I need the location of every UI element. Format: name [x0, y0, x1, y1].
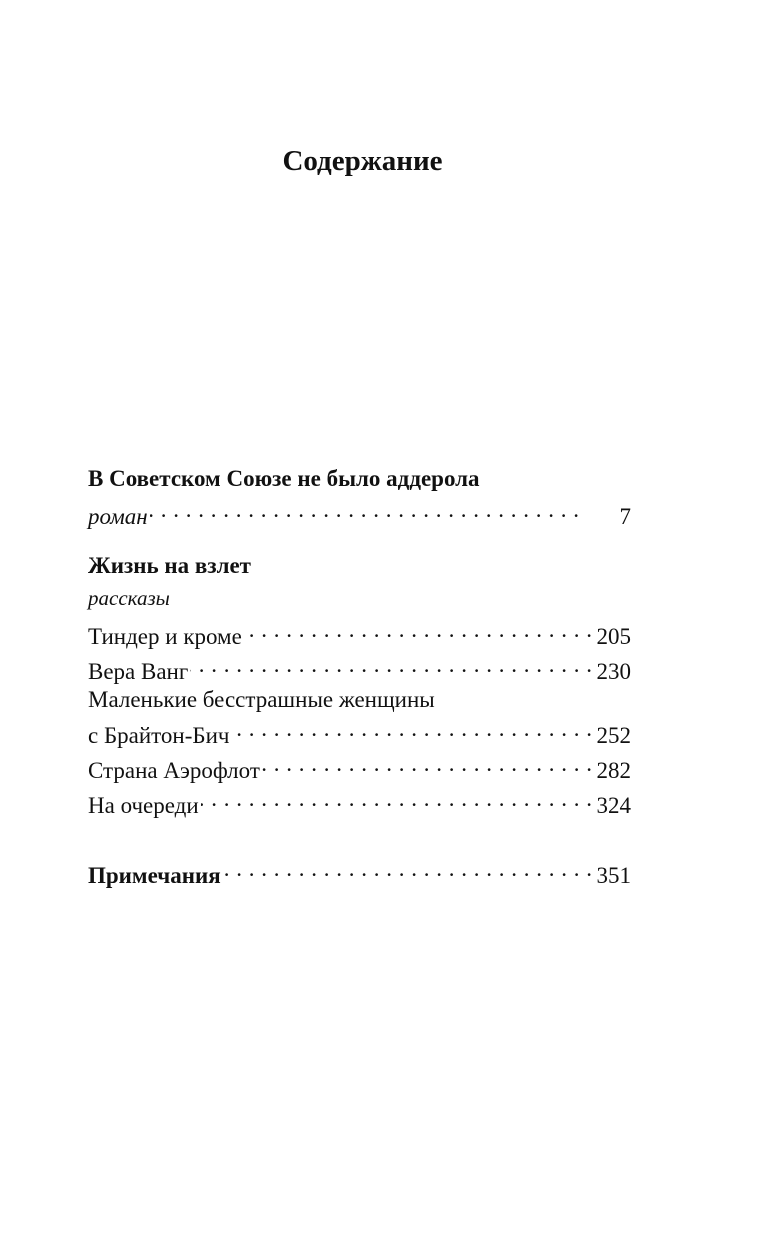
- entry-title: Вера Ванг: [88, 659, 189, 684]
- toc-entry-line1[interactable]: Маленькие бесстрашные женщины: [88, 686, 631, 714]
- dot-leader: [190, 651, 592, 679]
- toc-entry[interactable]: На очереди 324: [88, 785, 631, 820]
- toc-entry[interactable]: с Брайтон-Бич 252: [88, 715, 631, 750]
- subtitle-text: рассказы: [88, 586, 170, 610]
- entry-title: с Брайтон-Бич: [88, 723, 230, 748]
- dot-leader: [201, 785, 593, 813]
- toc-entry-notes[interactable]: Примечания 351: [88, 855, 631, 890]
- dot-leader: [150, 496, 580, 524]
- page-number: 324: [596, 793, 632, 818]
- heading-text: В Советском Союзе не было аддерола: [88, 466, 480, 491]
- page-number: 252: [596, 723, 632, 748]
- page-title: Содержание: [282, 145, 443, 177]
- page-number: 230: [596, 659, 632, 684]
- entry-title: Примечания: [88, 863, 221, 888]
- dot-leader: [223, 855, 593, 883]
- toc-heading-novel: В Советском Союзе не было аддерола: [88, 465, 631, 493]
- dot-leader: [244, 616, 593, 644]
- page-number: 205: [596, 624, 632, 649]
- toc-entry[interactable]: Страна Аэрофлот 282: [88, 750, 631, 785]
- entry-title: Тиндер и кроме: [88, 624, 242, 649]
- entry-title: Страна Аэрофлот: [88, 758, 260, 783]
- entry-subtitle: роман: [88, 504, 148, 529]
- entry-title-line1: Маленькие бесстрашные женщины: [88, 687, 435, 712]
- toc-entry-novel[interactable]: роман 7: [88, 496, 631, 531]
- toc-heading-stories: Жизнь на взлет: [88, 552, 631, 580]
- dot-leader: [231, 715, 592, 743]
- page-number: 7: [619, 504, 632, 529]
- heading-text: Жизнь на взлет: [88, 553, 251, 578]
- toc-entry[interactable]: Вера Ванг 230: [88, 651, 631, 686]
- page-number: 282: [596, 758, 632, 783]
- toc-entry[interactable]: Тиндер и кроме 205: [88, 616, 631, 651]
- page-number: 351: [596, 863, 632, 888]
- entry-title: На очереди: [88, 793, 199, 818]
- dot-leader: [262, 750, 593, 778]
- toc-subtitle-stories: рассказы: [88, 584, 631, 612]
